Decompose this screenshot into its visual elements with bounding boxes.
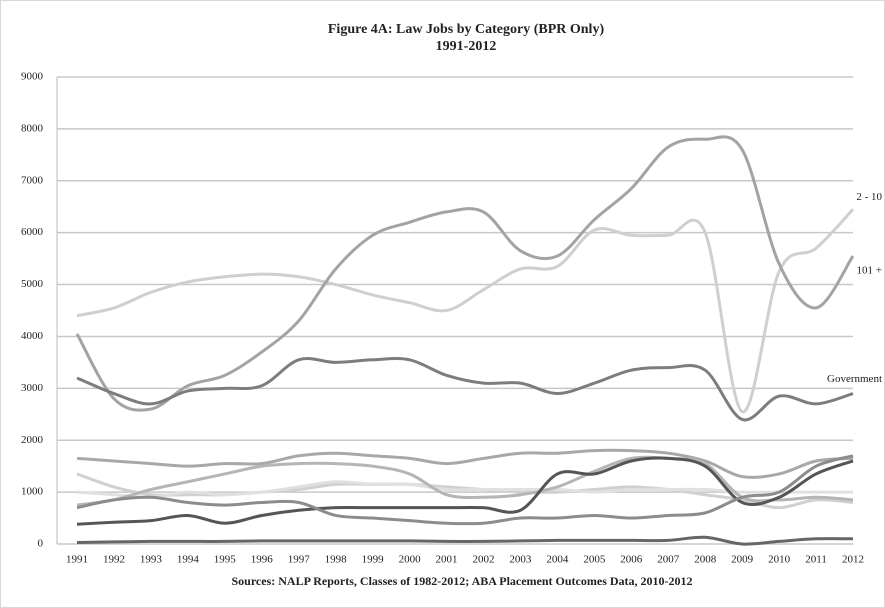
series-line	[76, 480, 853, 499]
x-tick-label: 2008	[694, 554, 717, 566]
source-note: Sources: NALP Reports, Classes of 1982-2…	[231, 574, 692, 588]
y-tick-label: 2000	[21, 434, 44, 446]
series-line	[76, 357, 854, 422]
x-tick-label: 1994	[177, 554, 200, 566]
x-tick-label: 2003	[509, 554, 532, 566]
x-tick-label: 2012	[842, 554, 864, 566]
x-tick-label: 2007	[657, 554, 680, 566]
series-line	[76, 455, 854, 507]
y-tick-label: 1000	[21, 486, 44, 498]
y-tick-label: 6000	[21, 226, 44, 238]
x-tick-label: 2009	[731, 554, 754, 566]
series-label: 101 +	[857, 265, 882, 277]
x-tick-label: 2004	[546, 554, 569, 566]
x-tick-label: 1998	[325, 554, 348, 566]
x-tick-label: 1997	[288, 554, 311, 566]
x-tick-label: 1995	[214, 554, 237, 566]
x-tick-label: 2001	[436, 554, 458, 566]
x-tick-label: 1996	[251, 554, 274, 566]
series-line	[76, 208, 855, 414]
series-label: Government	[827, 373, 882, 385]
x-tick-label: 2010	[768, 554, 791, 566]
x-tick-label: 1992	[103, 554, 125, 566]
series-label: 2 - 10	[856, 191, 882, 203]
y-tick-label: 7000	[21, 174, 44, 186]
x-tick-label: 1993	[140, 554, 163, 566]
series-line	[76, 454, 854, 526]
series-line	[76, 448, 854, 479]
y-tick-label: 0	[38, 538, 44, 550]
x-tick-label: 1991	[66, 554, 88, 566]
y-tick-label: 8000	[21, 122, 44, 134]
y-tick-label: 4000	[21, 330, 44, 342]
x-tick-label: 2005	[583, 554, 606, 566]
y-tick-label: 9000	[21, 71, 44, 83]
x-tick-label: 2006	[620, 554, 643, 566]
x-tick-label: 1999	[362, 554, 385, 566]
y-tick-label: 5000	[21, 278, 44, 290]
y-tick-label: 3000	[21, 382, 44, 394]
series-line	[76, 535, 854, 546]
chart-title: Figure 4A: Law Jobs by Category (BPR Onl…	[328, 22, 605, 37]
x-tick-label: 2000	[399, 554, 422, 566]
series-line	[75, 135, 855, 412]
series-line	[76, 456, 854, 526]
x-tick-label: 2002	[472, 554, 494, 566]
chart-subtitle: 1991-2012	[436, 39, 497, 54]
x-tick-label: 2011	[805, 554, 827, 566]
series-line	[76, 472, 854, 510]
